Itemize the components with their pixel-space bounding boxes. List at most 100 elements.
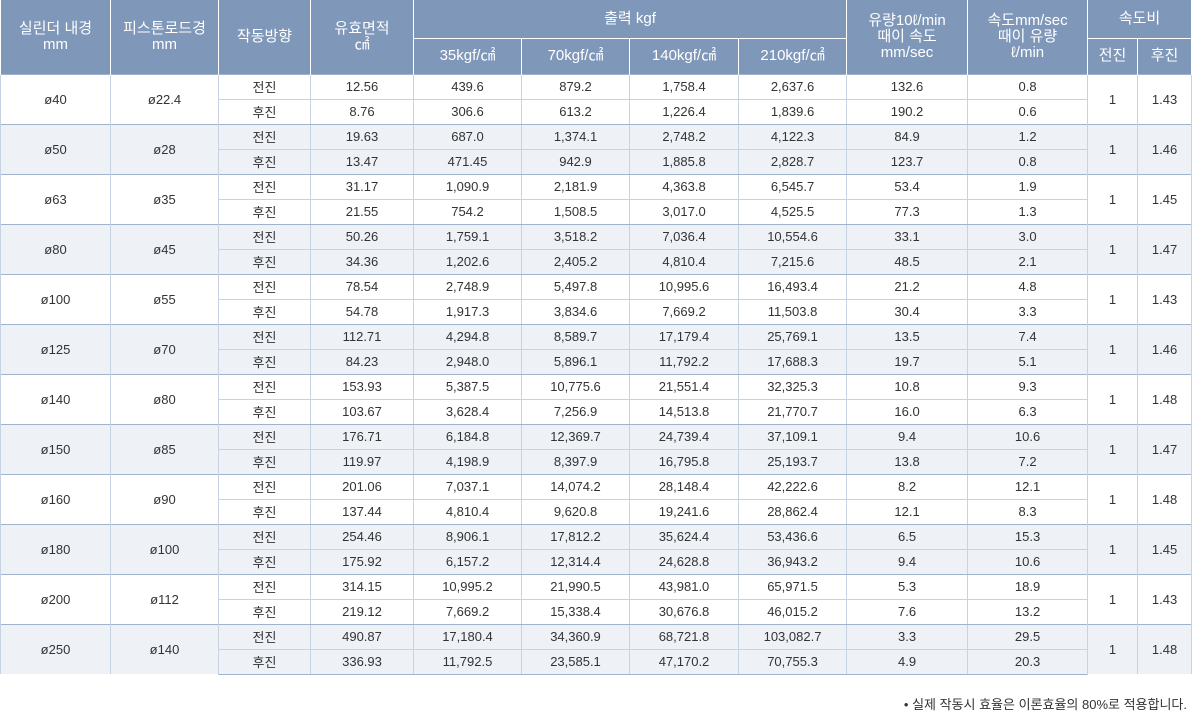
- table-row: 후진 119.97 4,198.9 8,397.9 16,795.8 25,193.7 13…: [1, 449, 1192, 475]
- cell-flow: 6.5: [846, 523, 969, 550]
- table-row: 후진 336.93 11,792.5 23,585.1 47,170.2 70,755.3…: [1, 649, 1192, 675]
- cell-bore: ø180: [0, 523, 111, 574]
- cell-direction: 전진: [218, 623, 311, 650]
- cell-ratio-backward: 1.48: [1137, 623, 1193, 674]
- cell-speed: 0.8: [967, 73, 1089, 100]
- cell-o140: 68,721.8: [629, 623, 739, 650]
- cell-o35: 4,198.9: [413, 449, 522, 475]
- row-group: ø200 ø112 전진 314.15 10,995.2 21,990.5 43,981.0…: [0, 573, 1193, 625]
- cell-area: 78.54: [310, 273, 414, 300]
- cell-o210: 16,493.4: [737, 273, 848, 300]
- table-row: 후진 54.78 1,917.3 3,834.6 7,669.2 11,503.8 30.4…: [1, 299, 1192, 325]
- header-output-210: 210kgf/㎠: [737, 37, 848, 74]
- cell-o70: 12,314.4: [521, 549, 630, 575]
- cell-flow: 77.3: [846, 199, 969, 225]
- cell-area: 176.71: [310, 423, 414, 450]
- cell-o70: 21,990.5: [521, 573, 630, 600]
- cell-o210: 46,015.2: [737, 599, 848, 625]
- cell-o70: 12,369.7: [521, 423, 630, 450]
- cell-o35: 2,948.0: [413, 349, 522, 375]
- cell-flow: 3.3: [846, 623, 969, 650]
- cell-bore: ø80: [0, 223, 111, 274]
- cell-speed: 2.1: [967, 249, 1089, 275]
- cell-ratio-forward: 1: [1087, 623, 1139, 674]
- cell-o140: 3,017.0: [629, 199, 739, 225]
- cell-o210: 2,828.7: [737, 149, 848, 175]
- cell-flow: 190.2: [846, 99, 969, 125]
- cell-speed: 3.3: [967, 299, 1089, 325]
- cell-o140: 17,179.4: [629, 323, 739, 350]
- cell-o210: 28,862.4: [737, 499, 848, 525]
- cell-o35: 1,202.6: [413, 249, 522, 275]
- table-row: ø50 ø28 전진 19.63 687.0 1,374.1 2,748.2 4,122.3 8…: [0, 123, 1193, 174]
- table-header: 실린더 내경 mm 피스톤로드경 mm 작동방향 유효면적 ㎠ 출력 kgf 유…: [0, 0, 1193, 74]
- cell-flow: 10.8: [846, 373, 969, 400]
- cell-o210: 32,325.3: [737, 373, 848, 400]
- cell-o35: 6,157.2: [413, 549, 522, 575]
- cell-o35: 4,810.4: [413, 499, 522, 525]
- cell-direction: 후진: [218, 449, 311, 475]
- cell-o140: 4,810.4: [629, 249, 739, 275]
- cell-direction: 후진: [218, 649, 311, 675]
- cell-direction: 전진: [218, 173, 311, 200]
- cell-flow: 123.7: [846, 149, 969, 175]
- cell-flow: 13.8: [846, 449, 969, 475]
- cell-area: 54.78: [310, 299, 414, 325]
- cell-flow: 7.6: [846, 599, 969, 625]
- cell-rod: ø55: [110, 273, 219, 324]
- cell-direction: 전진: [218, 73, 311, 100]
- row-group: ø50 ø28 전진 19.63 687.0 1,374.1 2,748.2 4,122.3 8…: [0, 123, 1193, 175]
- header-output-140: 140kgf/㎠: [629, 37, 739, 74]
- cell-direction: 전진: [218, 473, 311, 500]
- cell-ratio-forward: 1: [1087, 573, 1139, 624]
- cell-o140: 30,676.8: [629, 599, 739, 625]
- header-ratio-forward: 전진: [1087, 37, 1139, 74]
- cell-o70: 5,497.8: [521, 273, 630, 300]
- table-row: ø200 ø112 전진 314.15 10,995.2 21,990.5 43,981.0…: [0, 573, 1193, 624]
- cell-direction: 전진: [218, 573, 311, 600]
- table-row: ø40 ø22.4 전진 12.56 439.6 879.2 1,758.4 2,637.6 1…: [0, 73, 1193, 124]
- cell-o35: 4,294.8: [413, 323, 522, 350]
- table-row: 후진 103.67 3,628.4 7,256.9 14,513.8 21,770.7 16…: [1, 399, 1192, 425]
- cell-o210: 25,193.7: [737, 449, 848, 475]
- cell-o35: 6,184.8: [413, 423, 522, 450]
- cell-o70: 1,374.1: [521, 123, 630, 150]
- cell-o35: 1,759.1: [413, 223, 522, 250]
- cell-o210: 103,082.7: [737, 623, 848, 650]
- cell-o70: 7,256.9: [521, 399, 630, 425]
- cell-o210: 21,770.7: [737, 399, 848, 425]
- cell-bore: ø250: [0, 623, 111, 674]
- cell-bore: ø63: [0, 173, 111, 224]
- row-group: ø40 ø22.4 전진 12.56 439.6 879.2 1,758.4 2,637.6 1…: [0, 73, 1193, 125]
- cell-speed: 8.3: [967, 499, 1089, 525]
- cell-direction: 후진: [218, 199, 311, 225]
- row-group: ø180 ø100 전진 254.46 8,906.1 17,812.2 35,624.4 5…: [0, 523, 1193, 575]
- cell-direction: 후진: [218, 249, 311, 275]
- cell-direction: 후진: [218, 549, 311, 575]
- cylinder-spec-table: 실린더 내경 mm 피스톤로드경 mm 작동방향 유효면적 ㎠ 출력 kgf 유…: [0, 0, 1193, 675]
- header-speed: 속도mm/sec 때이 유량 ℓ/min: [967, 0, 1089, 74]
- cell-speed: 10.6: [967, 423, 1089, 450]
- cell-o140: 19,241.6: [629, 499, 739, 525]
- cell-o70: 8,397.9: [521, 449, 630, 475]
- cell-direction: 후진: [218, 149, 311, 175]
- cell-area: 314.15: [310, 573, 414, 600]
- cell-o210: 4,122.3: [737, 123, 848, 150]
- cell-speed: 1.9: [967, 173, 1089, 200]
- cell-o140: 1,885.8: [629, 149, 739, 175]
- cell-direction: 후진: [218, 349, 311, 375]
- cell-area: 31.17: [310, 173, 414, 200]
- cell-o35: 1,917.3: [413, 299, 522, 325]
- table-row: 후진 34.36 1,202.6 2,405.2 4,810.4 7,215.6 48.5 2…: [1, 249, 1192, 275]
- cell-o70: 9,620.8: [521, 499, 630, 525]
- cell-area: 19.63: [310, 123, 414, 150]
- header-direction: 작동방향: [218, 0, 311, 74]
- cell-o70: 3,834.6: [521, 299, 630, 325]
- table-row: ø250 ø140 전진 490.87 17,180.4 34,360.9 68,721.8…: [0, 623, 1193, 674]
- cell-ratio-backward: 1.47: [1137, 223, 1193, 274]
- row-group: ø140 ø80 전진 153.93 5,387.5 10,775.6 21,551.4 32…: [0, 373, 1193, 425]
- table-row: 후진 84.23 2,948.0 5,896.1 11,792.2 17,688.3 19.…: [1, 349, 1192, 375]
- table-row: ø180 ø100 전진 254.46 8,906.1 17,812.2 35,624.4 5…: [0, 523, 1193, 574]
- cell-direction: 전진: [218, 123, 311, 150]
- cell-o140: 14,513.8: [629, 399, 739, 425]
